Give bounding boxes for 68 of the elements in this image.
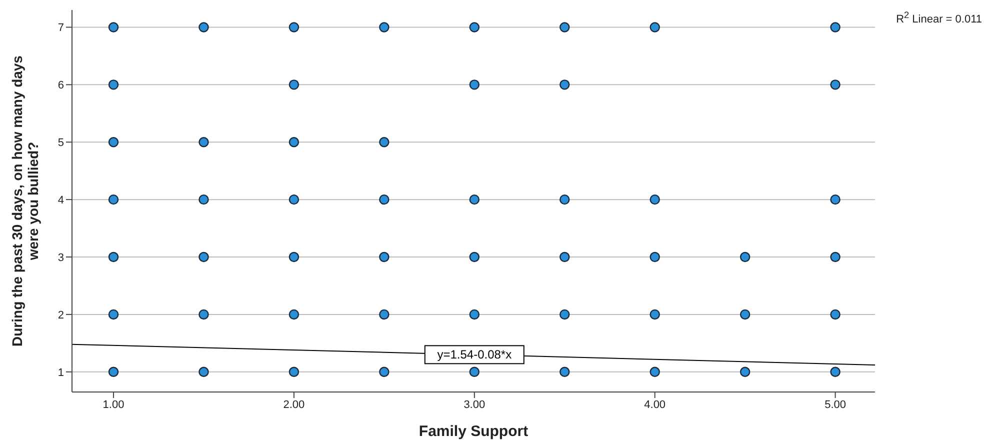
point — [830, 309, 840, 320]
point — [650, 194, 660, 205]
point — [740, 366, 750, 377]
point — [740, 252, 750, 262]
point — [469, 252, 480, 262]
point — [650, 366, 660, 377]
point — [379, 252, 390, 262]
point — [560, 80, 570, 90]
point — [108, 137, 119, 148]
point — [469, 366, 480, 377]
point — [379, 22, 390, 32]
point — [198, 194, 209, 205]
point — [469, 22, 480, 32]
y-tick-label: 4 — [58, 194, 64, 206]
point — [379, 194, 390, 205]
y-tick-label: 5 — [58, 137, 64, 150]
y-axis-title: During the past 30 days, on how many days were you bullied? — [9, 55, 41, 346]
point — [108, 80, 119, 90]
point — [108, 22, 119, 32]
point — [650, 252, 660, 262]
point — [288, 194, 300, 205]
point — [830, 194, 840, 205]
x-tick-label: 2.00 — [283, 398, 305, 411]
y-tick-label: 2 — [58, 309, 64, 322]
point — [830, 252, 840, 262]
point — [469, 80, 480, 90]
point — [379, 309, 390, 320]
point — [198, 366, 209, 377]
point — [288, 309, 300, 320]
point — [108, 366, 119, 377]
point — [108, 309, 119, 320]
point — [379, 137, 390, 148]
annotation: y=1.54-0.08*x — [437, 348, 512, 362]
y-tick-label: 7 — [58, 22, 64, 34]
text: R$^{2}$ Linear = 0.011 — [896, 10, 982, 26]
point — [108, 252, 119, 262]
point — [560, 194, 570, 205]
point — [288, 80, 300, 90]
point — [288, 366, 300, 377]
point — [650, 309, 660, 320]
point — [560, 309, 570, 320]
point — [830, 22, 840, 32]
point — [288, 137, 300, 148]
point — [830, 366, 840, 377]
x-tick-label: 5.00 — [824, 398, 846, 411]
point — [560, 22, 570, 32]
point — [198, 309, 209, 320]
x-tick-label: 3.00 — [464, 398, 486, 411]
x-tick-label: 1.00 — [102, 398, 124, 411]
point — [469, 309, 480, 320]
point — [288, 22, 300, 32]
point — [198, 137, 209, 148]
point — [108, 194, 119, 205]
point — [830, 80, 840, 90]
y-tick-label: 3 — [58, 252, 64, 264]
point — [560, 366, 570, 377]
point — [198, 22, 209, 32]
y-tick-label: 1 — [58, 366, 64, 379]
point — [379, 366, 390, 377]
point — [469, 194, 480, 205]
y-tick-label: 6 — [58, 80, 64, 92]
point — [198, 252, 209, 262]
point — [650, 22, 660, 32]
point — [740, 309, 750, 320]
x-axis-title: Family Support — [418, 423, 528, 440]
point — [288, 252, 300, 262]
point — [560, 252, 570, 262]
x-tick-label: 4.00 — [644, 398, 666, 411]
